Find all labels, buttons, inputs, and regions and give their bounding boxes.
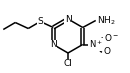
Text: Cl: Cl <box>64 59 72 68</box>
Text: N: N <box>50 40 57 49</box>
Text: O$^-$: O$^-$ <box>104 32 119 43</box>
Text: N: N <box>65 15 71 24</box>
Text: N$^+$: N$^+$ <box>89 39 103 50</box>
Text: NH$_2$: NH$_2$ <box>97 14 115 27</box>
Text: O: O <box>104 47 111 56</box>
Text: S: S <box>37 17 43 26</box>
